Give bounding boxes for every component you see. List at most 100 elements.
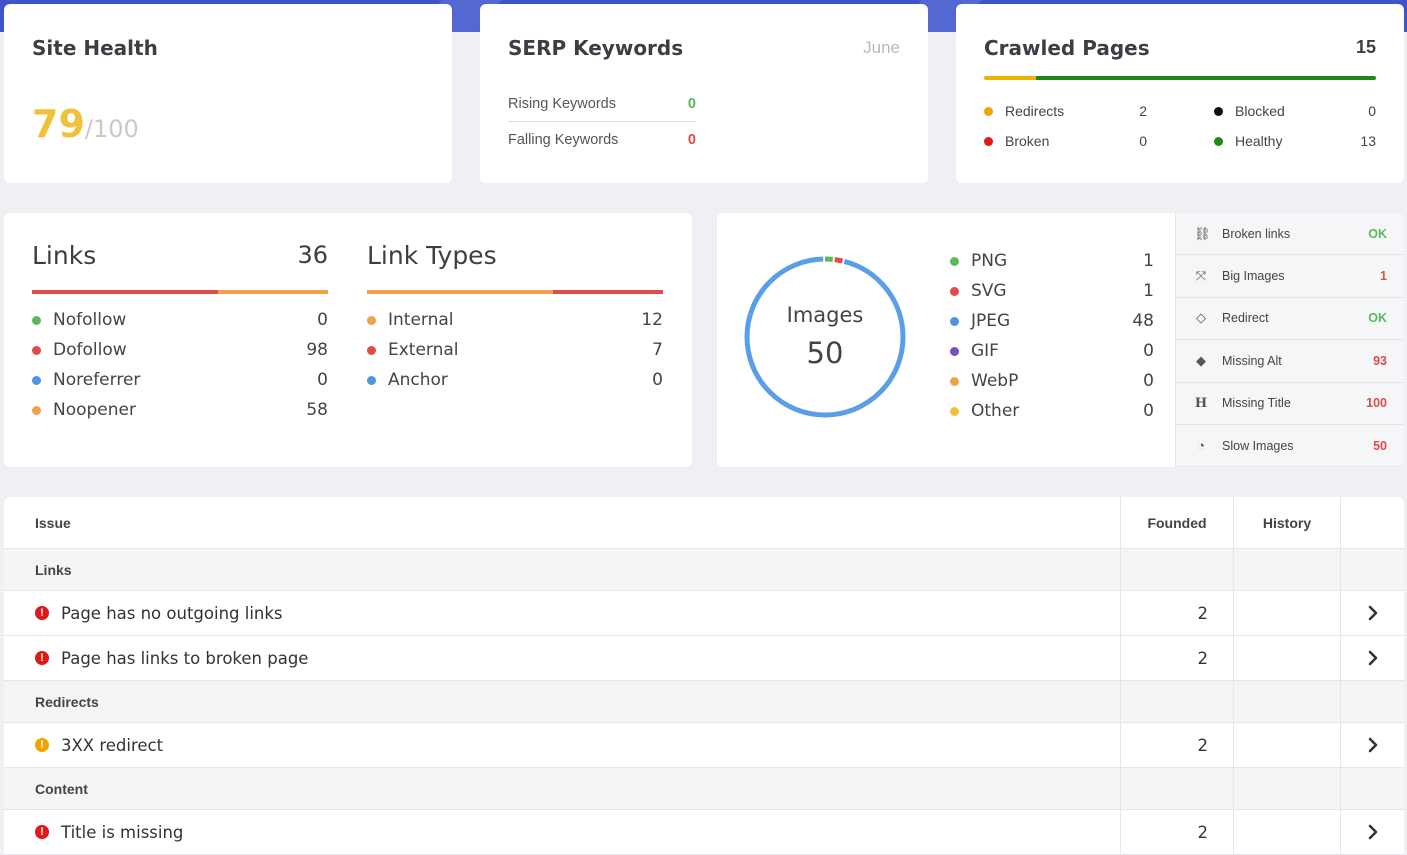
founded-cell: 2 xyxy=(1121,723,1234,767)
action-cell[interactable] xyxy=(1341,723,1404,767)
redirect-icon: ◇ xyxy=(1196,310,1206,326)
list-label: Noreferrer xyxy=(53,370,141,390)
chevron-right-icon[interactable] xyxy=(1363,648,1383,668)
action-cell[interactable] xyxy=(1341,810,1404,854)
issue-cell: ! 3XX redirect xyxy=(4,723,1121,767)
crawled-legend-redirects[interactable]: Redirects 2 xyxy=(984,103,1147,119)
legend-dot xyxy=(32,345,41,355)
list-label: Nofollow xyxy=(53,310,127,330)
list-label: GIF xyxy=(971,341,999,361)
links-item-noreferrer[interactable]: Noreferrer 0 xyxy=(32,370,328,390)
image-check-missing-title[interactable]: H Missing Title 100 xyxy=(1176,383,1404,425)
donut-slice-png xyxy=(744,256,906,418)
table-group-row: Redirects xyxy=(4,681,1404,723)
check-label: Slow Images xyxy=(1222,438,1294,453)
rising-keywords-label: Rising Keywords xyxy=(508,96,616,112)
image-type-gif[interactable]: GIF 0 xyxy=(950,341,1154,361)
image-check-missing-alt[interactable]: ◆ Missing Alt 93 xyxy=(1176,340,1404,383)
crawled-legend-broken[interactable]: Broken 0 xyxy=(984,133,1147,149)
image-type-jpeg[interactable]: JPEG 48 xyxy=(950,311,1154,331)
image-type-png[interactable]: PNG 1 xyxy=(950,251,1154,271)
list-label: WebP xyxy=(971,371,1019,391)
image-check-slow-images[interactable]: ◔ Slow Images 50 xyxy=(1176,425,1404,467)
issue-cell: Links xyxy=(4,549,1121,590)
founded-header[interactable]: Founded xyxy=(1121,497,1234,548)
image-type-webp[interactable]: WebP 0 xyxy=(950,371,1154,391)
founded-cell: 2 xyxy=(1121,636,1234,680)
action-cell xyxy=(1341,768,1404,809)
heading-icon: H xyxy=(1194,395,1208,411)
action-cell[interactable] xyxy=(1341,591,1404,635)
falling-keywords-row[interactable]: Falling Keywords 0 xyxy=(508,132,696,148)
founded-cell: 2 xyxy=(1121,810,1234,854)
tag-icon: ◆ xyxy=(1196,352,1206,368)
crawled-progress-bar xyxy=(984,76,1376,80)
image-check-broken-links[interactable]: ⛓ Broken links OK xyxy=(1176,213,1404,256)
list-label: SVG xyxy=(971,281,1007,301)
founded-cell xyxy=(1121,549,1234,590)
crawled-pages-card: Crawled Pages 15 Redirects 2 Blocked 0 Broke… xyxy=(956,4,1404,183)
images-card: Images 50 ⛓ Broken links OK ⤧ Big Images 1 ◇ Re… xyxy=(717,213,1404,467)
warning-icon: ! xyxy=(35,738,49,752)
links-item-noopener[interactable]: Noopener 58 xyxy=(32,400,328,420)
list-value: 12 xyxy=(641,310,663,330)
expand-icon: ⤧ xyxy=(1195,268,1207,284)
list-label: External xyxy=(388,340,459,360)
list-value: 7 xyxy=(652,340,663,360)
crawled-legend-healthy[interactable]: Healthy 13 xyxy=(1214,133,1376,149)
action-cell xyxy=(1341,681,1404,722)
legend-dot xyxy=(950,286,959,296)
table-group-row: Content xyxy=(4,768,1404,810)
legend-label: Healthy xyxy=(1235,133,1283,149)
table-row[interactable]: ! 3XX redirect 2 xyxy=(4,723,1404,768)
chevron-right-icon[interactable] xyxy=(1363,735,1383,755)
list-value: 1 xyxy=(1143,281,1154,301)
image-type-other[interactable]: Other 0 xyxy=(950,401,1154,421)
link-type-item-internal[interactable]: Internal 12 xyxy=(367,310,663,330)
legend-label: Redirects xyxy=(1005,103,1065,119)
legend-dot xyxy=(950,316,959,326)
link-type-item-external[interactable]: External 7 xyxy=(367,340,663,360)
links-card: Links 36 Link Types Nofollow 0 Dofollow 98 N… xyxy=(4,213,692,467)
list-label: Anchor xyxy=(388,370,448,390)
check-status: OK xyxy=(1368,226,1387,241)
list-value: 0 xyxy=(317,310,328,330)
image-type-svg[interactable]: SVG 1 xyxy=(950,281,1154,301)
history-cell xyxy=(1234,681,1341,722)
rising-keywords-row[interactable]: Rising Keywords 0 xyxy=(508,96,696,122)
action-cell[interactable] xyxy=(1341,636,1404,680)
action-cell xyxy=(1341,549,1404,590)
links-title: Links xyxy=(32,241,97,270)
links-item-dofollow[interactable]: Dofollow 98 xyxy=(32,340,328,360)
images-donut-label: Images xyxy=(786,303,864,327)
table-row[interactable]: ! Page has no outgoing links 2 xyxy=(4,591,1404,636)
legend-dot xyxy=(950,346,959,356)
list-value: 0 xyxy=(1143,401,1154,421)
error-icon: ! xyxy=(35,606,49,620)
crawled-legend-blocked[interactable]: Blocked 0 xyxy=(1214,103,1376,119)
history-header[interactable]: History xyxy=(1234,497,1341,548)
link-types-bar xyxy=(367,290,663,294)
table-group-row: Links xyxy=(4,549,1404,591)
link-type-item-anchor[interactable]: Anchor 0 xyxy=(367,370,663,390)
legend-dot xyxy=(32,315,41,325)
legend-label: Blocked xyxy=(1235,103,1285,119)
serp-month[interactable]: June xyxy=(863,38,900,57)
chevron-right-icon[interactable] xyxy=(1363,822,1383,842)
links-item-nofollow[interactable]: Nofollow 0 xyxy=(32,310,328,330)
image-check-big-images[interactable]: ⤧ Big Images 1 xyxy=(1176,255,1404,298)
site-health-card: Site Health 79/100 xyxy=(4,4,452,183)
legend-dot xyxy=(1214,106,1223,116)
list-value: 1 xyxy=(1143,251,1154,271)
bar-segment xyxy=(367,290,554,294)
list-label: PNG xyxy=(971,251,1008,271)
issue-header[interactable]: Issue xyxy=(4,497,1121,548)
chevron-right-icon[interactable] xyxy=(1363,603,1383,623)
action-header xyxy=(1341,497,1404,548)
table-row[interactable]: ! Page has links to broken page 2 xyxy=(4,636,1404,681)
image-check-redirect[interactable]: ◇ Redirect OK xyxy=(1176,298,1404,341)
issue-label: Title is missing xyxy=(61,822,184,842)
issue-cell: Content xyxy=(4,768,1121,809)
legend-dot xyxy=(950,406,959,416)
table-row[interactable]: ! Title is missing 2 xyxy=(4,810,1404,855)
